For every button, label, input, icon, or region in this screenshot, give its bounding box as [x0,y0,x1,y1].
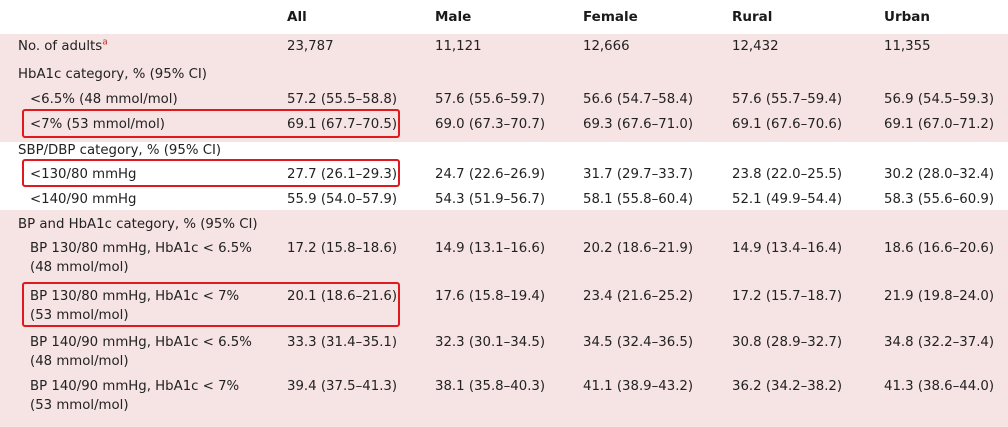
cell-hba1c-7-rural: 69.1 (67.6–70.6) [732,117,843,132]
row-label-combo-1: BP 130/80 mmHg, HbA1c < 6.5% [30,241,252,256]
cell-combo-3-urban: 34.8 (32.2–37.4) [884,335,995,350]
row-label-combo-3: BP 140/90 mmHg, HbA1c < 6.5% [30,335,252,350]
col-header-urban: Urban [884,9,931,25]
cell-combo-4-female: 41.1 (38.9–43.2) [583,379,694,394]
band-hba1c [0,34,1008,142]
cell-combo-4-urban: 41.3 (38.6–44.0) [884,379,995,394]
row-label-adults: No. of adultsa [18,38,108,55]
section-bp-hba1c: BP and HbA1c category, % (95% CI) [18,217,258,232]
table-header: All Male Female Rural Urban [0,0,1008,34]
cell-hba1c-7-urban: 69.1 (67.0–71.2) [884,117,995,132]
cell-combo-1-all: 17.2 (15.8–18.6) [287,241,398,256]
footnote-marker[interactable]: a [102,37,108,48]
col-header-all: All [287,9,307,25]
row-label-bp-140: <140/90 mmHg [30,192,137,207]
row-label-combo-4-line2: (53 mmol/mol) [30,398,129,413]
cell-bp-130-urban: 30.2 (28.0–32.4) [884,167,995,182]
row-label-hba1c-7: <7% (53 mmol/mol) [30,117,165,132]
cell-hba1c-65-urban: 56.9 (54.5–59.3) [884,92,995,107]
cell-combo-4-all: 39.4 (37.5–41.3) [287,379,398,394]
col-header-rural: Rural [732,9,773,25]
cell-combo-4-rural: 36.2 (34.2–38.2) [732,379,843,394]
row-label-combo-4: BP 140/90 mmHg, HbA1c < 7% [30,379,240,394]
cell-bp-130-rural: 23.8 (22.0–25.5) [732,167,843,182]
cell-adults-female: 12,666 [583,39,630,54]
cell-bp-140-rural: 52.1 (49.9–54.4) [732,192,843,207]
cell-combo-2-urban: 21.9 (19.8–24.0) [884,289,995,304]
band-sbp [0,142,1008,210]
row-label-combo-2: BP 130/80 mmHg, HbA1c < 7% [30,289,240,304]
cell-combo-1-male: 14.9 (13.1–16.6) [435,241,546,256]
cell-combo-2-female: 23.4 (21.6–25.2) [583,289,694,304]
highlight-box-combo-2 [22,282,400,327]
cell-hba1c-7-all: 69.1 (67.7–70.5) [287,117,398,132]
highlight-box-hba1c-7 [22,109,400,138]
cell-combo-3-all: 33.3 (31.4–35.1) [287,335,398,350]
band-bp-hba1c [0,210,1008,427]
cell-bp-140-urban: 58.3 (55.6–60.9) [884,192,995,207]
cell-bp-130-male: 24.7 (22.6–26.9) [435,167,546,182]
cell-hba1c-65-female: 56.6 (54.7–58.4) [583,92,694,107]
row-label-combo-2-line2: (53 mmol/mol) [30,308,129,323]
cell-adults-all: 23,787 [287,39,334,54]
row-label-bp-130: <130/80 mmHg [30,167,137,182]
cell-bp-140-male: 54.3 (51.9–56.7) [435,192,546,207]
cell-bp-140-all: 55.9 (54.0–57.9) [287,192,398,207]
cell-bp-130-female: 31.7 (29.7–33.7) [583,167,694,182]
cell-combo-4-male: 38.1 (35.8–40.3) [435,379,546,394]
cell-combo-1-rural: 14.9 (13.4–16.4) [732,241,843,256]
row-label-combo-1-line2: (48 mmol/mol) [30,260,129,275]
cell-combo-3-rural: 30.8 (28.9–32.7) [732,335,843,350]
cell-combo-1-female: 20.2 (18.6–21.9) [583,241,694,256]
row-label-combo-3-line2: (48 mmol/mol) [30,354,129,369]
cell-adults-rural: 12,432 [732,39,779,54]
cell-combo-2-rural: 17.2 (15.7–18.7) [732,289,843,304]
cell-combo-3-female: 34.5 (32.4–36.5) [583,335,694,350]
section-sbp-dbp: SBP/DBP category, % (95% CI) [18,143,222,158]
cell-combo-3-male: 32.3 (30.1–34.5) [435,335,546,350]
cell-combo-1-urban: 18.6 (16.6–20.6) [884,241,995,256]
cell-adults-urban: 11,355 [884,39,931,54]
section-hba1c: HbA1c category, % (95% CI) [18,67,207,82]
cell-combo-2-male: 17.6 (15.8–19.4) [435,289,546,304]
cell-hba1c-7-male: 69.0 (67.3–70.7) [435,117,546,132]
cell-combo-2-all: 20.1 (18.6–21.6) [287,289,398,304]
adults-label-text: No. of adults [18,39,103,54]
cell-hba1c-65-rural: 57.6 (55.7–59.4) [732,92,843,107]
highlight-box-bp-130 [22,159,400,187]
cell-bp-140-female: 58.1 (55.8–60.4) [583,192,694,207]
col-header-male: Male [435,9,472,25]
cell-hba1c-65-male: 57.6 (55.6–59.7) [435,92,546,107]
col-header-female: Female [583,9,638,25]
cell-hba1c-65-all: 57.2 (55.5–58.8) [287,92,398,107]
cell-hba1c-7-female: 69.3 (67.6–71.0) [583,117,694,132]
cell-bp-130-all: 27.7 (26.1–29.3) [287,167,398,182]
row-label-hba1c-65: <6.5% (48 mmol/mol) [30,92,178,107]
cell-adults-male: 11,121 [435,39,482,54]
